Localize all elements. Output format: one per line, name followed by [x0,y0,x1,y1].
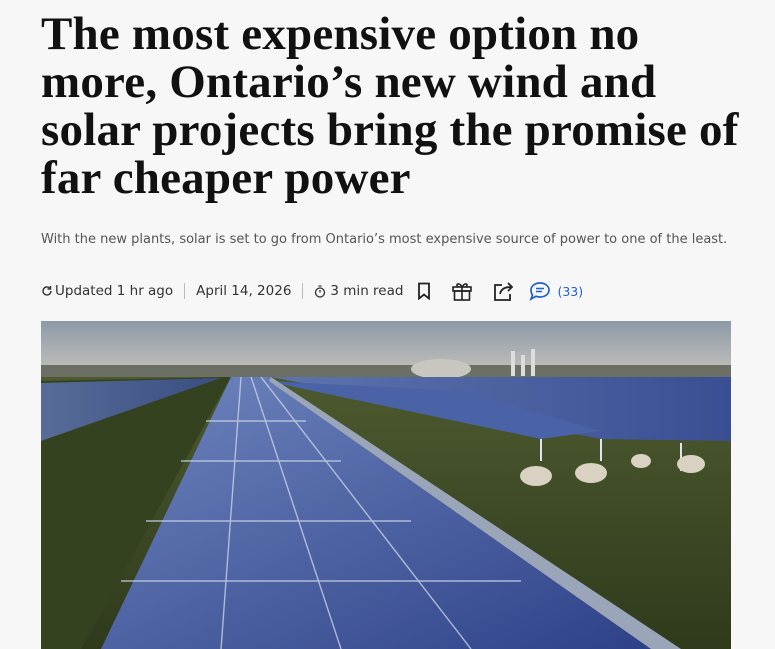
subheading: With the new plants, solar is set to go … [41,232,728,247]
date: April 14, 2026 [196,283,292,299]
separator [302,283,304,299]
article-photo [41,321,731,649]
comments-button[interactable] [529,281,551,301]
read-time: 3 min read [330,283,404,299]
comment-count[interactable]: (33) [557,283,584,299]
gift-button[interactable] [451,281,473,301]
separator [184,283,186,299]
headline: The most expensive option no more, Ontar… [41,8,739,204]
meta-row: Updated 1 hr ago April 14, 2026 3 min re… [41,280,583,302]
timer-icon [315,284,326,298]
refresh-icon [42,286,52,296]
updated: Updated 1 hr ago [55,283,174,299]
share-button[interactable] [493,281,515,301]
bookmark-button[interactable] [417,282,431,300]
